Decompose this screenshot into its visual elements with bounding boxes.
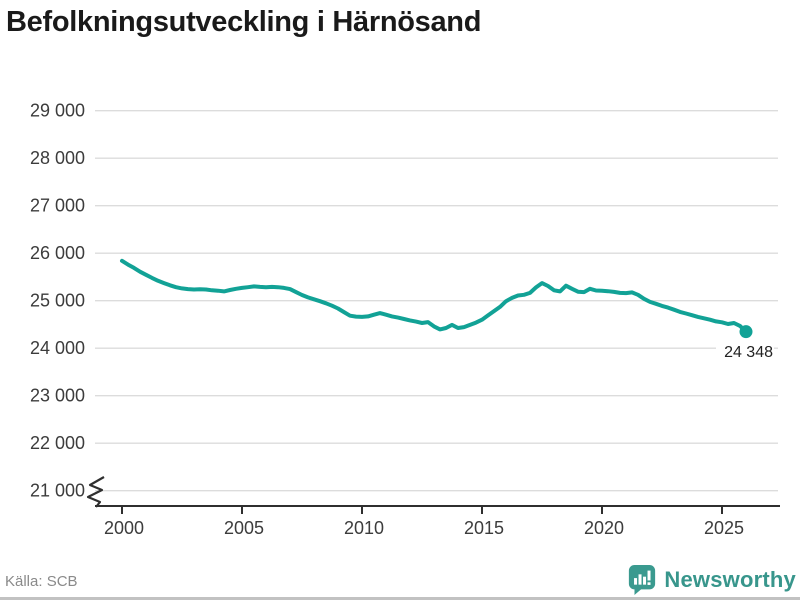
y-tick-label: 26 000 xyxy=(30,243,85,263)
y-tick-label: 22 000 xyxy=(30,433,85,453)
annotation-halo xyxy=(716,343,774,360)
bottom-divider xyxy=(0,597,800,600)
y-tick-label: 25 000 xyxy=(30,291,85,311)
end-point-dot xyxy=(739,325,753,339)
x-tick-label: 2015 xyxy=(464,518,504,538)
y-tick-label: 21 000 xyxy=(30,481,85,501)
y-tick-label: 28 000 xyxy=(30,148,85,168)
x-tick-label: 2010 xyxy=(344,518,384,538)
population-line-chart: 29 000 28 000 27 000 26 000 25 000 24 000 23 0… xyxy=(30,101,780,538)
y-tick-label: 23 000 xyxy=(30,386,85,406)
y-tick-label: 24 000 xyxy=(30,338,85,358)
axis-break-icon xyxy=(86,476,105,508)
y-tick-label: 27 000 xyxy=(30,196,85,216)
x-tick-label: 2005 xyxy=(224,518,264,538)
population-line xyxy=(120,258,748,334)
end-value-label: 24 348 xyxy=(724,344,773,361)
x-tick-label: 2020 xyxy=(584,518,624,538)
source-label: Källa: SCB xyxy=(5,573,78,590)
x-tick-label: 2000 xyxy=(104,518,144,538)
y-tick-label: 29 000 xyxy=(30,101,85,121)
newsworthy-wordmark: Newsworthy xyxy=(664,566,796,592)
chart-title: Befolkningsutveckling i Härnösand xyxy=(6,6,482,38)
newsworthy-icon xyxy=(629,564,656,595)
x-tick-label: 2025 xyxy=(704,518,744,538)
newsworthy-logo[interactable]: Newsworthy xyxy=(627,564,796,595)
